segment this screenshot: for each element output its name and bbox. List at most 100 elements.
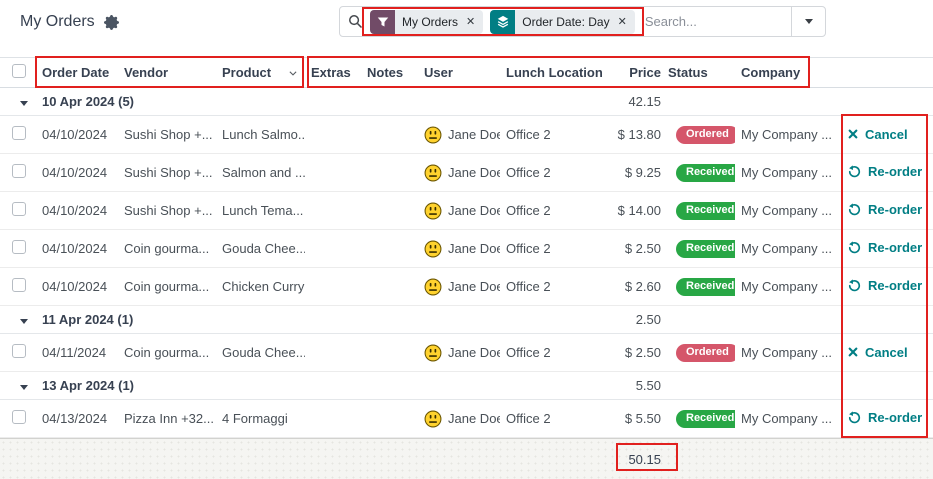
action-label: Re-order: [868, 278, 923, 293]
actions-cell: Cancel: [840, 345, 933, 361]
table-row[interactable]: 04/10/2024 Sushi Shop +... Lunch Salmo..…: [0, 116, 933, 154]
lunch-location-cell: Office 2: [506, 279, 551, 294]
product-cell: Lunch Salmo...: [222, 127, 305, 142]
user-cell: Jane Doe: [418, 126, 500, 144]
table-row[interactable]: 04/11/2024 Coin gourma... Gouda Chee... …: [0, 334, 933, 372]
group-label: 13 Apr 2024 (1): [42, 378, 135, 393]
order-date-cell: 04/13/2024: [42, 411, 108, 426]
lunch-location-cell: Office 2: [506, 345, 551, 360]
lunch-location-cell: Office 2: [506, 411, 551, 426]
table-row[interactable]: 04/10/2024 Sushi Shop +... Salmon and ..…: [0, 154, 933, 192]
select-all-checkbox[interactable]: [12, 64, 26, 78]
order-date-cell: 04/10/2024: [42, 203, 108, 218]
search-bar[interactable]: My Orders ✕ Order Date: Day ✕: [339, 6, 826, 37]
row-checkbox[interactable]: [12, 410, 26, 424]
status-cell: Received: [663, 277, 735, 296]
reorder-button[interactable]: Re-order: [848, 202, 922, 217]
reorder-icon: [848, 241, 861, 254]
lunch-location-cell: Office 2: [506, 241, 551, 256]
vendor-cell: Coin gourma...: [124, 241, 210, 256]
user-avatar: [424, 126, 442, 144]
search-input[interactable]: [642, 13, 791, 30]
row-checkbox-cell: [0, 240, 36, 257]
price-cell: $ 2.50: [624, 345, 661, 360]
user-name: Jane Doe: [448, 127, 500, 142]
group-row[interactable]: 10 Apr 2024 (5) 42.15: [0, 88, 933, 116]
user-avatar: [424, 164, 442, 182]
col-vendor[interactable]: Vendor: [124, 65, 169, 80]
col-status[interactable]: Status: [668, 65, 708, 80]
col-notes[interactable]: Notes: [367, 65, 404, 80]
row-checkbox-cell: [0, 410, 36, 427]
group-row[interactable]: 11 Apr 2024 (1) 2.50: [0, 306, 933, 334]
actions-cell: Cancel: [840, 127, 933, 143]
user-name: Jane Doe: [448, 345, 500, 360]
row-checkbox[interactable]: [12, 164, 26, 178]
col-order-date[interactable]: Order Date: [42, 65, 110, 80]
col-price[interactable]: Price: [629, 65, 661, 80]
row-checkbox[interactable]: [12, 240, 26, 254]
col-user[interactable]: User: [424, 65, 453, 80]
reorder-button[interactable]: Re-order: [848, 240, 922, 255]
status-badge: Received: [676, 202, 735, 220]
vendor-cell: Sushi Shop +...: [124, 165, 213, 180]
company-cell: My Company ...: [741, 241, 833, 256]
table-row[interactable]: 04/13/2024 Pizza Inn +32... 4 Formaggi J…: [0, 400, 933, 438]
reorder-icon: [848, 411, 861, 424]
actions-cell: Re-order: [840, 202, 933, 219]
company-cell: My Company ...: [741, 411, 833, 426]
order-date-cell: 04/10/2024: [42, 165, 108, 180]
facet-close-icon[interactable]: ✕: [616, 9, 635, 34]
row-checkbox[interactable]: [12, 202, 26, 216]
price-cell: $ 5.50: [624, 411, 661, 426]
product-cell: 4 Formaggi: [222, 411, 288, 426]
group-caret-icon[interactable]: [20, 101, 28, 106]
company-cell: My Company ...: [741, 279, 833, 294]
action-label: Re-order: [868, 410, 923, 425]
reorder-button[interactable]: Re-order: [848, 164, 922, 179]
col-product[interactable]: Product: [216, 65, 305, 80]
table-row[interactable]: 04/10/2024 Sushi Shop +... Lunch Tema...…: [0, 192, 933, 230]
facet-close-icon[interactable]: ✕: [465, 9, 484, 34]
actions-cell: Re-order: [840, 410, 933, 427]
product-cell: Chicken Curry: [222, 279, 305, 294]
vendor-cell: Pizza Inn +32...: [124, 411, 214, 426]
group-caret-cell: [0, 312, 36, 327]
table-row[interactable]: 04/10/2024 Coin gourma... Gouda Chee... …: [0, 230, 933, 268]
user-cell: Jane Doe: [418, 240, 500, 258]
status-badge: Received: [676, 410, 735, 428]
gear-icon[interactable]: [103, 14, 119, 30]
row-checkbox-cell: [0, 164, 36, 181]
table-row[interactable]: 04/10/2024 Coin gourma... Chicken Curry …: [0, 268, 933, 306]
group-caret-icon[interactable]: [20, 385, 28, 390]
user-cell: Jane Doe: [418, 164, 500, 182]
user-avatar: [424, 410, 442, 428]
vendor-cell: Sushi Shop +...: [124, 203, 213, 218]
user-avatar: [424, 202, 442, 220]
price-cell: $ 9.25: [624, 165, 661, 180]
user-name: Jane Doe: [448, 279, 500, 294]
price-cell: $ 2.60: [624, 279, 661, 294]
reorder-button[interactable]: Re-order: [848, 410, 922, 425]
row-checkbox[interactable]: [12, 278, 26, 292]
col-extras[interactable]: Extras: [311, 65, 351, 80]
user-avatar: [424, 344, 442, 362]
table-header: Order Date Vendor Product Extras Notes U…: [0, 57, 933, 88]
status-cell: Received: [663, 409, 735, 428]
reorder-button[interactable]: Re-order: [848, 278, 922, 293]
cancel-button[interactable]: Cancel: [848, 345, 908, 360]
group-row[interactable]: 13 Apr 2024 (1) 5.50: [0, 372, 933, 400]
chevron-down-icon[interactable]: [288, 68, 298, 78]
col-company[interactable]: Company: [741, 65, 801, 80]
group-caret-cell: [0, 378, 36, 393]
row-checkbox[interactable]: [12, 344, 26, 358]
row-checkbox[interactable]: [12, 126, 26, 140]
user-avatar: [424, 240, 442, 258]
search-options-button[interactable]: [791, 7, 825, 36]
reorder-icon: [848, 279, 861, 292]
status-cell: Received: [663, 239, 735, 258]
group-caret-icon[interactable]: [20, 319, 28, 324]
col-lunch-location[interactable]: Lunch Location: [506, 65, 603, 80]
caret-down-icon: [804, 19, 813, 24]
cancel-button[interactable]: Cancel: [848, 127, 908, 142]
